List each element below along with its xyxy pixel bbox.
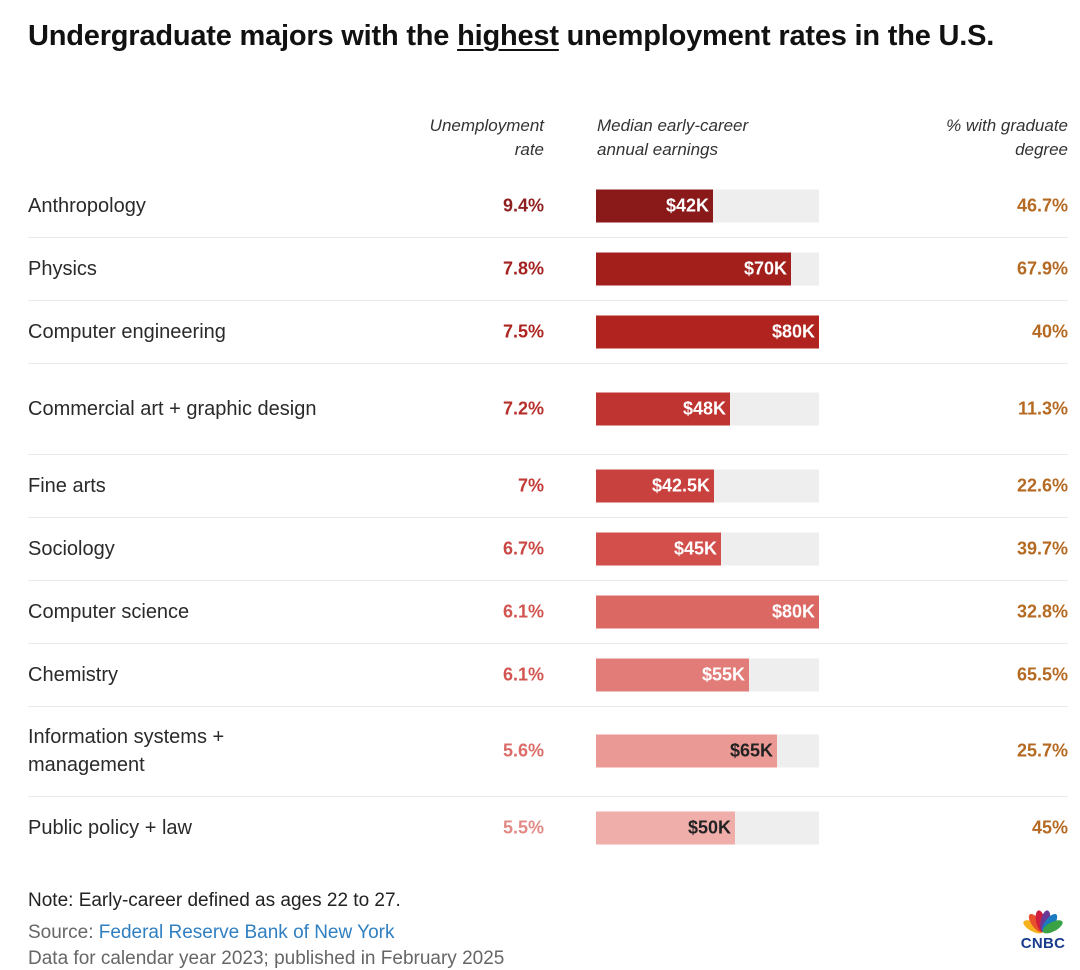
major-name: Information systems + management: [28, 726, 225, 776]
earnings-bar: $80K: [596, 595, 819, 628]
graduate-degree-value: 22.6%: [1016, 475, 1068, 495]
unemployment-rate-value: 7.5%: [502, 321, 544, 341]
graduate-degree-value: 65.5%: [1016, 664, 1068, 684]
major-name: Chemistry: [28, 663, 119, 686]
earnings-bar-track: $42K: [596, 189, 819, 222]
earnings-bar: $80K: [596, 315, 819, 348]
title-emphasis: highest: [457, 20, 559, 52]
major-name: Commercial art + graphic design: [28, 397, 317, 420]
earnings-bar-track: $50K: [596, 811, 819, 844]
major-name: Computer science: [28, 600, 190, 623]
header-unemployment-rate: Unemployment rate: [429, 116, 544, 159]
earnings-bar-track: $55K: [596, 658, 819, 691]
unemployment-rate-value: 9.4%: [502, 195, 544, 215]
major-name: Physics: [28, 257, 97, 280]
header-median-earnings: Median early-career annual earnings: [597, 116, 749, 159]
table-row: Information systems + management 5.6% $65K…: [28, 706, 1068, 797]
table-row: Fine arts 7% $42.5K 22.6%: [28, 454, 1068, 518]
earnings-bar: $65K: [596, 734, 777, 768]
source-link[interactable]: Federal Reserve Bank of New York: [98, 922, 395, 943]
earnings-bar: $70K: [596, 252, 791, 285]
cnbc-logo-text: CNBC: [1020, 935, 1066, 952]
earnings-bar-label: $45K: [673, 538, 717, 558]
earnings-bar-label: $80K: [771, 321, 815, 341]
graduate-degree-value: 46.7%: [1016, 195, 1068, 215]
earnings-bar: $50K: [596, 811, 735, 844]
earnings-bar-label: $80K: [771, 601, 815, 621]
header-graduate-degree: % with graduate degree: [946, 116, 1068, 159]
major-name: Anthropology: [28, 194, 146, 217]
peacock-feather: [1042, 920, 1063, 934]
earnings-bar-track: $42.5K: [596, 469, 819, 502]
chart-title: Undergraduate majors with the highest un…: [28, 20, 995, 52]
graduate-degree-value: 45%: [1031, 817, 1068, 837]
unemployment-rate-value: 6.1%: [502, 664, 544, 684]
earnings-bar: $55K: [596, 658, 749, 691]
table-row: Computer science 6.1% $80K 32.8%: [28, 580, 1068, 644]
data-publication-note: Data for calendar year 2023; published i…: [28, 948, 505, 969]
footnote: Note: Early-career defined as ages 22 to…: [28, 890, 401, 911]
earnings-bar-label: $42.5K: [651, 475, 710, 495]
earnings-bar-track: $80K: [596, 315, 819, 348]
table-row: Physics 7.8% $70K 67.9%: [28, 237, 1068, 301]
graduate-degree-value: 40%: [1031, 321, 1068, 341]
table-row: Computer engineering 7.5% $80K 40%: [28, 300, 1068, 364]
table-row: Commercial art + graphic design 7.2% $48K 1…: [28, 363, 1068, 455]
earnings-bar: $42K: [596, 189, 713, 222]
peacock-icon: [1023, 910, 1063, 934]
major-name: Computer engineering: [28, 320, 226, 343]
graduate-degree-value: 67.9%: [1016, 258, 1068, 278]
unemployment-rate-value: 7.2%: [502, 398, 544, 418]
earnings-bar-track: $80K: [596, 595, 819, 628]
earnings-bar-label: $55K: [701, 664, 745, 684]
major-name: Public policy + law: [28, 816, 192, 839]
graduate-degree-value: 25.7%: [1016, 740, 1068, 761]
graduate-degree-value: 11.3%: [1017, 398, 1068, 418]
unemployment-rate-value: 6.7%: [502, 538, 544, 558]
graduate-degree-value: 39.7%: [1016, 538, 1068, 558]
earnings-bar-track: $45K: [596, 532, 819, 565]
earnings-bar-label: $50K: [687, 817, 731, 837]
earnings-bar-label: $48K: [682, 398, 726, 418]
unemployment-rate-value: 6.1%: [502, 601, 544, 621]
unemployment-rate-value: 7.8%: [502, 258, 544, 278]
earnings-bar: $42.5K: [596, 469, 714, 502]
major-name: Sociology: [28, 537, 115, 560]
unemployment-rate-value: 7%: [517, 475, 544, 495]
table-row: Chemistry 6.1% $55K 65.5%: [28, 643, 1068, 707]
earnings-bar: $48K: [596, 392, 730, 425]
source-line: Source: Federal Reserve Bank of New York: [28, 922, 395, 943]
table-row: Sociology 6.7% $45K 39.7%: [28, 517, 1068, 581]
major-name: Fine arts: [28, 474, 106, 497]
table-row: Anthropology 9.4% $42K 46.7%: [28, 174, 1068, 238]
unemployment-rate-value: 5.5%: [502, 817, 544, 837]
earnings-bar-label: $42K: [665, 195, 709, 215]
graduate-degree-value: 32.8%: [1016, 601, 1068, 621]
earnings-bar: $45K: [596, 532, 721, 565]
earnings-bar-track: $70K: [596, 252, 819, 285]
unemployment-rate-value: 5.6%: [502, 740, 544, 761]
cnbc-logo: CNBC: [1014, 905, 1072, 953]
earnings-bar-label: $65K: [729, 740, 773, 761]
earnings-bar-label: $70K: [743, 258, 787, 278]
table-row: Public policy + law 5.5% $50K 45%: [28, 796, 1068, 859]
earnings-bar-track: $48K: [596, 392, 819, 425]
earnings-bar-track: $65K: [596, 734, 819, 768]
